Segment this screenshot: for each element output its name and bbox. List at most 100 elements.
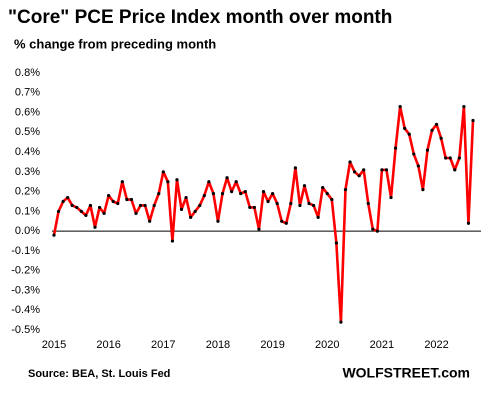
data-point bbox=[157, 191, 161, 196]
data-point bbox=[357, 174, 361, 178]
chart-title: "Core" PCE Price Index month over month bbox=[8, 7, 392, 28]
x-tick-label: 2020 bbox=[315, 339, 339, 351]
data-point bbox=[234, 180, 238, 184]
data-point bbox=[120, 180, 124, 184]
data-point bbox=[111, 199, 115, 204]
data-point bbox=[143, 203, 147, 208]
data-point bbox=[321, 186, 325, 190]
data-point bbox=[407, 132, 411, 136]
data-point bbox=[207, 180, 211, 184]
data-point bbox=[97, 205, 102, 210]
data-point bbox=[471, 118, 475, 123]
data-point bbox=[334, 241, 338, 245]
data-point bbox=[248, 205, 252, 210]
y-tick-label: -0.5% bbox=[11, 324, 40, 336]
data-point bbox=[75, 205, 79, 210]
data-point bbox=[448, 156, 452, 160]
data-point bbox=[52, 233, 56, 237]
data-point bbox=[70, 203, 74, 208]
data-point bbox=[339, 320, 343, 324]
data-point bbox=[220, 191, 225, 196]
source-note: Source: BEA, St. Louis Fed bbox=[28, 368, 170, 380]
data-point bbox=[125, 197, 129, 202]
data-point bbox=[116, 201, 120, 206]
x-tick-label: 2017 bbox=[151, 339, 175, 351]
data-point bbox=[302, 184, 307, 188]
y-tick-label: 0.5% bbox=[15, 126, 40, 138]
data-point bbox=[307, 201, 311, 206]
data-point bbox=[421, 188, 425, 192]
y-tick-label: 0.7% bbox=[15, 87, 40, 99]
data-point bbox=[257, 227, 261, 231]
data-point bbox=[416, 164, 420, 168]
y-tick-label: -0.3% bbox=[11, 284, 40, 296]
data-point bbox=[170, 239, 175, 243]
data-point bbox=[330, 197, 334, 202]
data-point bbox=[107, 193, 111, 198]
data-point bbox=[161, 170, 165, 174]
data-point bbox=[457, 156, 461, 160]
data-point bbox=[352, 170, 357, 174]
chart-subtitle: % change from preceding month bbox=[14, 36, 216, 51]
data-point bbox=[211, 191, 216, 196]
brand: WOLFSTREET.com bbox=[342, 365, 470, 381]
y-tick-label: 0.0% bbox=[15, 225, 40, 237]
data-point bbox=[375, 229, 379, 233]
x-tick-label: 2019 bbox=[260, 339, 284, 351]
data-point bbox=[366, 201, 370, 206]
data-point bbox=[325, 191, 329, 196]
data-point bbox=[280, 219, 284, 223]
data-point bbox=[403, 126, 407, 130]
data-point bbox=[393, 146, 398, 150]
data-point bbox=[343, 188, 348, 192]
data-point bbox=[261, 190, 266, 194]
data-point bbox=[271, 191, 275, 196]
data-line bbox=[52, 105, 475, 324]
data-point bbox=[362, 168, 366, 172]
y-tick-label: -0.2% bbox=[11, 265, 40, 277]
data-point bbox=[348, 160, 352, 164]
data-point bbox=[425, 148, 430, 152]
data-point bbox=[275, 201, 279, 206]
x-tick-label: 2018 bbox=[206, 339, 230, 351]
data-point bbox=[56, 209, 61, 213]
data-point bbox=[148, 219, 152, 223]
data-point bbox=[434, 122, 439, 126]
data-point bbox=[311, 203, 316, 208]
data-point bbox=[384, 168, 389, 172]
data-point bbox=[79, 209, 83, 213]
data-point bbox=[462, 105, 466, 109]
data-point bbox=[193, 209, 197, 213]
data-point bbox=[202, 193, 206, 198]
data-point bbox=[189, 215, 193, 219]
x-tick-label: 2016 bbox=[96, 339, 120, 351]
data-point bbox=[430, 128, 434, 132]
data-point bbox=[152, 203, 156, 208]
data-point bbox=[198, 203, 202, 208]
data-point bbox=[389, 195, 393, 200]
data-point bbox=[230, 190, 234, 194]
data-point bbox=[179, 207, 184, 212]
data-point bbox=[284, 221, 288, 225]
y-tick-label: 0.8% bbox=[15, 67, 40, 79]
data-point bbox=[266, 199, 270, 204]
data-point bbox=[466, 221, 471, 225]
data-point bbox=[84, 213, 88, 217]
data-point bbox=[225, 176, 229, 180]
data-point bbox=[88, 203, 93, 208]
data-point bbox=[166, 180, 170, 184]
data-point bbox=[239, 191, 243, 196]
y-tick-label: 0.4% bbox=[15, 146, 40, 158]
data-point bbox=[216, 219, 220, 223]
data-point bbox=[184, 195, 188, 200]
data-point bbox=[298, 203, 302, 208]
y-tick-label: 0.6% bbox=[15, 106, 40, 118]
data-point bbox=[93, 225, 97, 229]
data-point bbox=[175, 178, 179, 182]
data-point bbox=[134, 211, 138, 215]
data-point bbox=[129, 197, 134, 202]
data-point bbox=[453, 168, 457, 172]
data-point bbox=[289, 201, 293, 206]
x-tick-label: 2015 bbox=[42, 339, 66, 351]
